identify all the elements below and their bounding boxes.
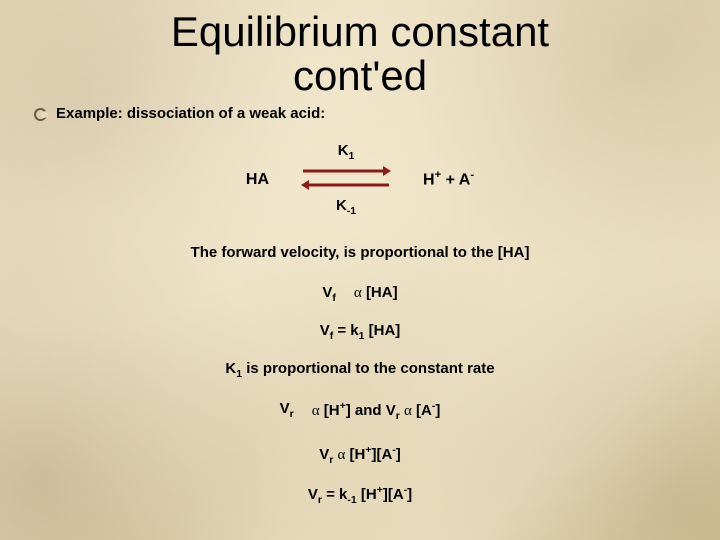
vr-sub: r bbox=[290, 408, 294, 420]
l7-h: [H bbox=[361, 486, 377, 503]
l4-k: K bbox=[225, 360, 236, 377]
l7-end: ] bbox=[407, 486, 412, 503]
equilibrium-arrows: K1 K-1 bbox=[301, 143, 391, 216]
k-forward-letter: K bbox=[338, 142, 349, 159]
vf-alpha-ha: α [HA] bbox=[354, 284, 398, 304]
l7-ksub: -1 bbox=[347, 494, 356, 506]
l7-a: ][A bbox=[383, 486, 404, 503]
l6-v: V bbox=[319, 446, 329, 463]
l3-v: V bbox=[320, 322, 330, 339]
alpha-1: α bbox=[354, 285, 362, 301]
product-a-sup: - bbox=[470, 169, 474, 181]
k1-proportional-text: K1 is proportional to the constant rate bbox=[0, 360, 720, 380]
vr-alpha-product: Vr α [H+][A-] bbox=[0, 444, 720, 466]
example-label: Example: dissociation of a weak acid: bbox=[56, 105, 325, 122]
vr-symbol: Vr bbox=[280, 400, 294, 422]
plus-sign: + bbox=[441, 172, 459, 189]
l5-end: ] bbox=[435, 402, 440, 419]
l6-a: ][A bbox=[371, 446, 392, 463]
product-h: H bbox=[423, 172, 435, 189]
arrow-reverse-icon bbox=[301, 178, 391, 192]
vf-letter: V bbox=[322, 284, 332, 301]
arrow-forward-icon bbox=[301, 164, 391, 178]
l3-eqk: = k bbox=[333, 322, 358, 339]
title-line-2: cont'ed bbox=[293, 52, 427, 99]
vf-equation: Vf = k1 [HA] bbox=[0, 322, 720, 342]
l5-a: [A bbox=[416, 402, 432, 419]
k-reverse-label: K-1 bbox=[336, 198, 356, 217]
alpha-3: α bbox=[404, 403, 412, 419]
l3-ha: [HA] bbox=[364, 322, 400, 339]
vr-equation: Vr = k-1 [H+][A-] bbox=[0, 484, 720, 506]
slide-title: Equilibrium constant cont'ed bbox=[0, 0, 720, 98]
vr-proportional-row: Vr α [H+] and Vr α [A-] bbox=[0, 400, 720, 422]
alpha-2: α bbox=[312, 403, 320, 419]
l5-h: [H bbox=[324, 402, 340, 419]
l6-end: ] bbox=[396, 446, 401, 463]
vf-symbol: Vf bbox=[322, 284, 336, 304]
l4-text: is proportional to the constant rate bbox=[242, 360, 495, 377]
vr-alpha-expr: α [H+] and Vr α [A-] bbox=[312, 400, 441, 422]
vf-proportional-row: Vf α [HA] bbox=[0, 284, 720, 304]
product-a: A bbox=[459, 172, 471, 189]
alpha-4: α bbox=[337, 447, 345, 463]
products: H+ + A- bbox=[423, 169, 474, 189]
ha-bracket: [HA] bbox=[366, 284, 398, 301]
vf-sub: f bbox=[332, 292, 336, 304]
title-line-1: Equilibrium constant bbox=[171, 8, 549, 55]
k-reverse-sub: -1 bbox=[347, 205, 356, 217]
l7-eqk: = k bbox=[322, 486, 347, 503]
l5-andvr: ] and V bbox=[346, 402, 396, 419]
vr-letter: V bbox=[280, 400, 290, 417]
forward-velocity-text: The forward velocity, is proportional to… bbox=[0, 244, 720, 261]
k-reverse-letter: K bbox=[336, 197, 347, 214]
k-forward-label: K1 bbox=[338, 143, 355, 162]
l6-h: [H bbox=[350, 446, 366, 463]
bullet-icon bbox=[32, 106, 49, 123]
reactant-ha: HA bbox=[246, 171, 269, 189]
reaction-equation: HA K1 K-1 H+ + A- bbox=[0, 143, 720, 216]
l7-v: V bbox=[308, 486, 318, 503]
k-forward-sub: 1 bbox=[349, 150, 355, 162]
